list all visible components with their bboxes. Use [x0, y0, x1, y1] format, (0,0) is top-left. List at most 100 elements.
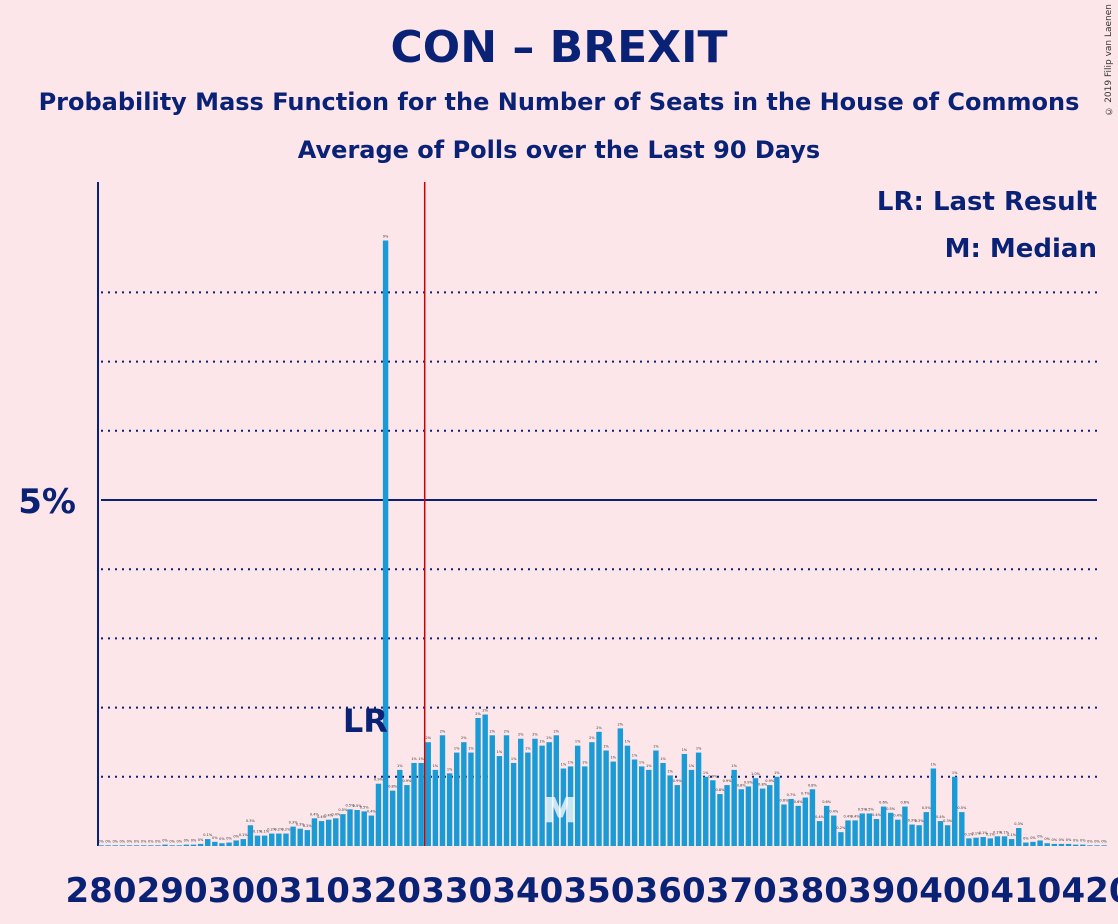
- bar: [767, 785, 773, 846]
- bar: [802, 797, 809, 846]
- bar-value-label: 0.5%: [886, 807, 896, 811]
- bar: [795, 805, 801, 846]
- bar-value-label: 1%: [447, 767, 453, 771]
- bar-value-label: 0%: [184, 839, 190, 843]
- bar: [276, 833, 282, 846]
- bar-value-label: 0%: [1023, 837, 1029, 841]
- bar: [1037, 840, 1043, 846]
- bar: [1008, 839, 1015, 846]
- bar: [454, 752, 460, 846]
- bar-value-label: 1%: [774, 771, 780, 775]
- bar: [397, 769, 403, 846]
- x-tick-label: 290: [137, 871, 208, 911]
- bar: [112, 845, 118, 846]
- bar-value-label: 1%: [703, 771, 709, 775]
- bar-value-label: 0%: [105, 839, 111, 843]
- bar: [126, 845, 133, 846]
- bar-value-label: 0.2%: [274, 828, 284, 832]
- bar: [425, 742, 431, 846]
- bar-value-label: 0.9%: [744, 780, 754, 784]
- bar-value-label: 0.1%: [1007, 833, 1017, 837]
- bar: [646, 769, 652, 846]
- bar: [1101, 845, 1107, 846]
- bar: [916, 825, 922, 846]
- bar: [439, 735, 446, 846]
- bar: [418, 762, 424, 846]
- bar-value-label: 0.5%: [353, 804, 363, 808]
- bar-value-label: 1%: [568, 760, 574, 764]
- bar-value-label: 1%: [468, 747, 474, 751]
- bar: [510, 762, 517, 846]
- last-result-marker: LR: [343, 702, 388, 740]
- bar: [254, 835, 261, 846]
- bar: [226, 842, 232, 846]
- bar: [674, 785, 680, 846]
- bar: [525, 752, 531, 846]
- bar: [404, 785, 410, 846]
- bar: [823, 805, 830, 846]
- bar-value-label: 1%: [682, 748, 688, 752]
- bar: [389, 790, 396, 846]
- bar-value-label: 0.6%: [794, 800, 804, 804]
- bar-value-label: 1%: [511, 757, 517, 761]
- bar-value-label: 2%: [596, 726, 602, 730]
- bar: [838, 832, 844, 846]
- x-tick-label: 320: [350, 871, 421, 911]
- bar: [952, 776, 958, 846]
- bar-value-label: 0%: [212, 836, 218, 840]
- bar-value-label: 1%: [632, 754, 638, 758]
- bar: [183, 844, 190, 846]
- bar-value-label: 0.2%: [267, 828, 277, 832]
- bar: [816, 821, 823, 846]
- bar-value-label: 0.1%: [1000, 830, 1010, 834]
- bar: [567, 766, 574, 846]
- bar: [176, 845, 182, 846]
- bar-value-label: 0.9%: [402, 779, 412, 783]
- bar-value-label: 0.1%: [964, 832, 974, 836]
- bar-value-label: 0%: [134, 839, 140, 843]
- bar-value-label: 2%: [482, 709, 488, 713]
- bar: [411, 762, 417, 846]
- bar: [973, 837, 979, 846]
- bar: [574, 745, 581, 846]
- bar-value-label: 1.0%: [751, 772, 761, 776]
- bar-value-label: 1%: [731, 764, 737, 768]
- bar-value-label: 0.2%: [303, 824, 313, 828]
- bar: [1001, 836, 1008, 846]
- bar-value-label: 0.5%: [957, 806, 967, 810]
- bar-value-label: 0.7%: [787, 793, 797, 797]
- bar-value-label: 1%: [525, 747, 531, 751]
- bar: [631, 759, 638, 846]
- bar-value-label: 0.7%: [801, 792, 811, 796]
- bar-value-label: 0.1%: [972, 832, 982, 836]
- bar-value-label: 0%: [169, 839, 175, 843]
- x-tick-label: 370: [706, 871, 777, 911]
- bar-value-label: 0.5%: [922, 806, 932, 810]
- bar-value-label: 0.4%: [844, 814, 854, 818]
- bar-value-label: 1%: [497, 750, 503, 754]
- bar-value-label: 0.2%: [836, 826, 846, 830]
- bar: [1023, 842, 1029, 846]
- bar: [688, 769, 695, 846]
- bar: [617, 728, 624, 846]
- bar: [269, 833, 275, 846]
- bar: [930, 768, 937, 846]
- bar: [703, 776, 709, 846]
- bar-value-label: 0%: [1059, 838, 1065, 842]
- bar: [205, 839, 211, 846]
- bar: [98, 845, 104, 846]
- bar: [489, 735, 495, 846]
- bar: [233, 840, 239, 846]
- bar-value-label: 0.5%: [338, 808, 348, 812]
- bar-value-label: 9%: [383, 235, 389, 239]
- x-tick-label: 420: [1062, 871, 1118, 911]
- bar: [290, 826, 296, 846]
- bar-value-label: 0.4%: [936, 815, 946, 819]
- bar: [169, 845, 175, 846]
- bar: [596, 731, 602, 846]
- bar-value-label: 2%: [461, 736, 467, 740]
- bar-value-label: 1%: [625, 740, 631, 744]
- bar: [119, 845, 126, 846]
- bar: [944, 825, 951, 846]
- bar-value-label: 1%: [411, 757, 417, 761]
